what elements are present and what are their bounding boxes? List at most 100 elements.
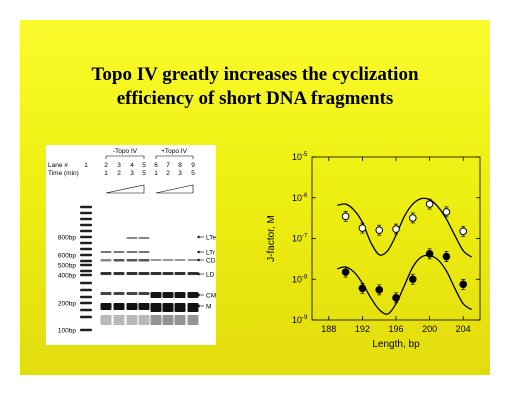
band-label: CD xyxy=(206,258,216,265)
fit-curve-1 xyxy=(337,197,472,258)
open-data-point xyxy=(392,225,400,233)
band-circular-dimer xyxy=(138,259,150,262)
ladder-band xyxy=(80,247,92,251)
band-circular-dimer xyxy=(187,259,199,261)
y-tick-label: 10 xyxy=(292,234,302,244)
filled-data-point xyxy=(341,268,350,276)
y-tick-label: 10 xyxy=(292,315,302,325)
time-number: 2 xyxy=(166,170,170,177)
band-label: CM xyxy=(206,293,216,300)
y-tick-exponent: -7 xyxy=(302,234,308,240)
time-ramp-minus xyxy=(105,184,145,194)
y-tick-exponent: -9 xyxy=(302,315,308,321)
x-tick-label: 188 xyxy=(321,324,336,334)
band-circular-dimer xyxy=(174,259,186,261)
y-axis-title: J-factor, M xyxy=(266,215,277,262)
band-circular-monomer xyxy=(162,292,174,298)
band-circular-dimer xyxy=(162,259,174,261)
filled-data-point xyxy=(358,284,367,293)
band-circular-dimer xyxy=(113,259,125,262)
y-tick-exponent: -8 xyxy=(302,274,308,280)
band-smear xyxy=(126,315,138,325)
band-linear-dimer xyxy=(138,272,150,275)
size-marker-label: 100bp xyxy=(58,328,76,335)
band-linear-tetramer xyxy=(126,237,138,239)
band-linear-dimer xyxy=(187,272,199,275)
band-circular-monomer xyxy=(100,292,112,295)
time-ramp-plus xyxy=(155,184,194,194)
time-header: Time (min) xyxy=(48,170,79,177)
ladder-band xyxy=(80,253,92,257)
band-monomer xyxy=(113,303,125,310)
x-tick-label: 200 xyxy=(422,324,437,334)
band-smear xyxy=(113,315,125,325)
open-data-point xyxy=(341,212,350,221)
y-tick-label: 10 xyxy=(292,274,302,284)
ladder-band xyxy=(80,288,92,292)
fit-curves xyxy=(337,197,472,315)
ladder-band xyxy=(80,223,92,227)
group-plus-label: +Topo IV xyxy=(161,148,188,155)
ladder-band xyxy=(80,308,92,312)
time-number: 5 xyxy=(142,170,146,177)
ladder-band xyxy=(80,259,92,263)
band-label: M xyxy=(206,304,211,311)
open-data-point xyxy=(442,208,451,216)
lane-number: 9 xyxy=(191,162,195,169)
lane-number: 2 xyxy=(104,162,108,169)
ladder-band xyxy=(80,281,92,285)
group-minus-bracket xyxy=(105,155,145,159)
lane-number: 6 xyxy=(154,162,158,169)
lane-number: 7 xyxy=(166,162,170,169)
band-monomer xyxy=(187,303,199,312)
band-label: LD xyxy=(206,272,215,279)
band-arrowhead xyxy=(197,272,200,276)
y-tick-exponent: -5 xyxy=(302,152,308,158)
jfactor-chart: 10 -9 10 -8 10 -7 10 -6 10 -5 188 192 196 200 204 Len… xyxy=(260,145,490,355)
lane-number: 1 xyxy=(84,162,88,169)
open-data-point xyxy=(409,214,417,222)
slide: Topo IV greatly increases the cyclizatio… xyxy=(20,20,490,375)
ladder-band xyxy=(80,269,92,273)
band-arrowhead xyxy=(197,258,200,262)
band-linear-tetramer xyxy=(138,237,150,239)
band-linear-dimer xyxy=(100,272,112,275)
band-monomer xyxy=(126,303,138,310)
lane-number: 5 xyxy=(142,162,146,169)
time-number: 3 xyxy=(178,170,182,177)
ladder-band xyxy=(80,301,92,305)
ladder-band xyxy=(80,273,92,277)
time-number: 5 xyxy=(191,170,195,177)
band-smear xyxy=(138,315,150,325)
time-number: 3 xyxy=(130,170,134,177)
band-smear xyxy=(174,315,186,325)
ladder-band xyxy=(80,328,92,332)
gel-bands xyxy=(80,205,199,332)
band-circular-dimer xyxy=(126,259,138,262)
time-number: 1 xyxy=(154,170,158,177)
band-arrowhead xyxy=(197,250,200,254)
y-tick-label: 10 xyxy=(292,193,302,203)
band-monomer xyxy=(162,303,174,312)
lane-number: 8 xyxy=(178,162,182,169)
filled-data-point xyxy=(425,250,434,258)
band-circular-monomer xyxy=(126,292,138,295)
band-circular-monomer xyxy=(138,292,150,295)
lane-number: 4 xyxy=(130,162,134,169)
size-marker-label: 600bp xyxy=(58,253,76,260)
band-circular-monomer xyxy=(187,292,199,298)
band-circular-dimer xyxy=(150,259,162,261)
x-tick-label: 192 xyxy=(355,324,370,334)
band-circular-monomer xyxy=(113,292,125,295)
size-marker-label: 500bp xyxy=(58,263,76,270)
gel-background xyxy=(46,145,216,345)
band-monomer xyxy=(100,303,112,310)
size-marker-label: 800bp xyxy=(58,235,76,242)
band-smear xyxy=(150,315,162,325)
ladder-band xyxy=(80,263,92,267)
band-monomer xyxy=(138,303,150,310)
chart-svg: 10-910-810-710-610-5 188 192 196 200 204 Len… xyxy=(266,152,481,350)
open-data-point xyxy=(425,200,434,208)
